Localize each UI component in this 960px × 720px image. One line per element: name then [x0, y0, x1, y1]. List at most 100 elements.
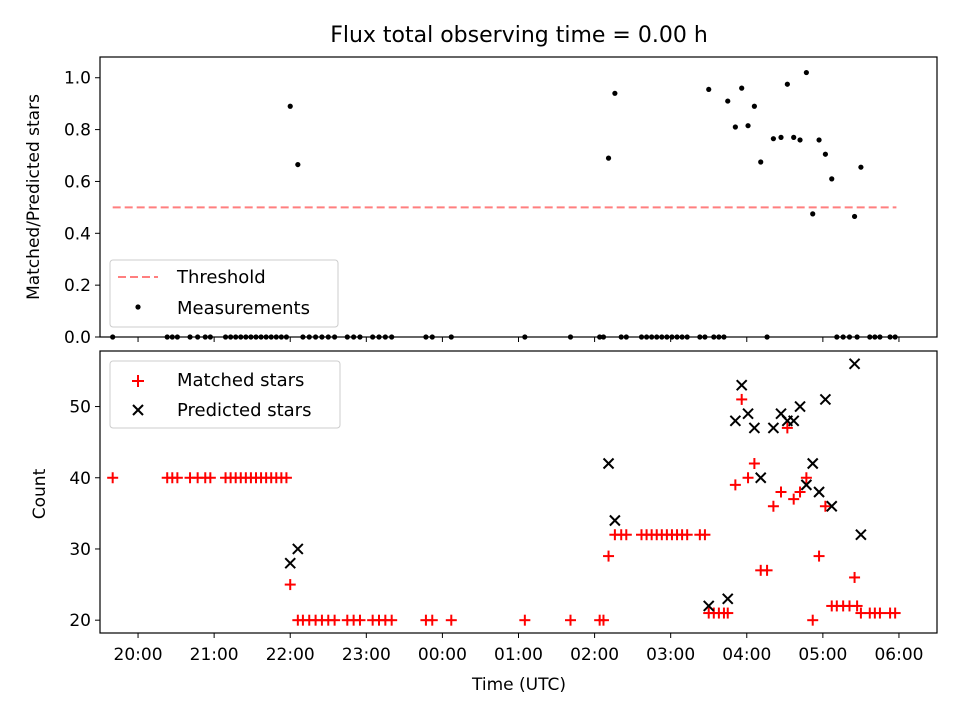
predicted-star-point — [703, 600, 715, 612]
y-tick-label: 1.0 — [64, 69, 91, 89]
x-tick-label: 22:00 — [266, 645, 315, 665]
matched-star-point — [329, 614, 341, 626]
predicted-star-point — [284, 557, 296, 569]
measurement-point — [758, 159, 764, 165]
measurement-point — [612, 90, 618, 96]
predicted-star-point — [742, 407, 754, 420]
matched-star-point — [426, 614, 438, 626]
top-legend: Threshold Measurements — [109, 259, 339, 328]
matched-star-point — [171, 472, 183, 484]
matched-star-point — [775, 486, 787, 498]
predicted-star-point — [819, 393, 832, 406]
predicted-legend-swatch — [132, 404, 144, 416]
measurement-point — [822, 151, 829, 157]
y-tick-label: 30 — [69, 540, 91, 560]
matched-star-point — [284, 579, 296, 591]
measurement-point — [778, 134, 784, 140]
matched-star-point — [788, 493, 800, 505]
y-tick-label: 20 — [69, 611, 91, 631]
x-tick-label: 03:00 — [646, 645, 695, 665]
measurement-point — [287, 103, 293, 109]
predicted-star-point — [826, 500, 838, 512]
matched-star-point — [354, 614, 366, 626]
predicted-star-point — [807, 457, 819, 470]
bottom-y-ticks: 20 30 40 50 — [69, 398, 100, 631]
measurement-point — [745, 123, 751, 129]
measurement-point — [725, 98, 731, 104]
matched-star-point — [681, 529, 693, 541]
measurement-point — [706, 86, 712, 93]
measurement-point — [851, 213, 858, 220]
predicted-star-point — [848, 358, 861, 370]
matched-star-point — [874, 607, 886, 619]
y-tick-label: 50 — [69, 398, 91, 418]
predicted-star-point — [748, 422, 761, 434]
x-tick-label: 23:00 — [342, 645, 391, 665]
predicted-star-point — [855, 529, 867, 541]
matched-star-point — [849, 571, 861, 583]
y-tick-label: 0.8 — [64, 121, 91, 141]
bottom-legend: Matched stars Predicted stars — [109, 360, 341, 429]
measurement-point — [732, 124, 738, 130]
measurement-point — [791, 134, 797, 140]
matched-star-point — [564, 614, 576, 626]
predicted-star-point — [800, 479, 813, 491]
predicted-star-point — [292, 543, 304, 555]
matched-star-point — [748, 458, 760, 470]
matched-legend-label: Matched stars — [177, 370, 304, 391]
matched-star-point — [813, 550, 825, 562]
bottom-plot-area: 20 30 40 50 20:00 21:00 22:00 23:00 00:00 01:00 0… — [69, 350, 938, 665]
y-tick-label: 40 — [69, 469, 91, 489]
measurement-point — [803, 69, 809, 76]
x-tick-label: 01:00 — [494, 645, 543, 665]
predicted-star-point — [767, 422, 780, 434]
predicted-star-point — [729, 415, 742, 427]
measurement-point — [605, 155, 612, 161]
matched-star-point — [107, 472, 119, 484]
matched-star-point — [603, 550, 615, 562]
y-tick-label: 0.2 — [64, 276, 91, 296]
matched-star-point — [386, 614, 398, 626]
predicted-legend-label: Predicted stars — [177, 400, 311, 421]
measurement-point — [784, 81, 790, 87]
y-tick-label: 0.0 — [64, 328, 91, 348]
matched-star-point — [729, 479, 741, 491]
measurement-point — [751, 103, 757, 109]
top-legend-box — [109, 259, 339, 328]
measurements-legend-swatch — [135, 304, 141, 310]
matched-star-point — [519, 614, 531, 626]
predicted-star-point — [735, 379, 748, 391]
measurement-point — [295, 161, 301, 168]
matched-star-point — [794, 486, 806, 498]
predicted-star-point — [813, 486, 825, 498]
matched-star-point — [204, 472, 216, 484]
bottom-x-ticks: 20:00 21:00 22:00 23:00 00:00 01:00 02:00 03:00… — [114, 633, 923, 665]
matched-star-point — [761, 564, 773, 576]
matched-star-point — [807, 614, 819, 626]
top-plot-area: 0.0 0.2 0.4 0.6 0.8 1.0 — [64, 56, 938, 348]
measurement-point — [770, 136, 777, 142]
matched-star-point — [819, 500, 831, 512]
measurement-point — [739, 85, 745, 91]
measurements-legend-label: Measurements — [177, 298, 310, 319]
predicted-star-point — [722, 593, 734, 605]
matched-star-point — [781, 422, 793, 434]
matched-star-point — [889, 607, 901, 619]
y-tick-label: 0.6 — [64, 172, 91, 192]
x-tick-label: 20:00 — [114, 645, 163, 665]
matched-star-point — [767, 500, 779, 512]
predicted-star-point — [609, 514, 621, 527]
x-tick-label: 02:00 — [570, 645, 619, 665]
matched-star-point — [742, 472, 754, 484]
x-axis-label: Time (UTC) — [471, 675, 566, 695]
x-tick-label: 00:00 — [418, 645, 467, 665]
predicted-star-point — [755, 472, 767, 484]
matched-star-point — [851, 600, 863, 612]
bottom-legend-box — [109, 360, 341, 429]
chart-title: Flux total observing time = 0.00 h — [330, 23, 708, 48]
measurement-point — [797, 137, 803, 143]
matched-legend-swatch — [132, 375, 144, 387]
measurement-point — [816, 137, 822, 143]
predicted-star-point — [787, 415, 800, 427]
